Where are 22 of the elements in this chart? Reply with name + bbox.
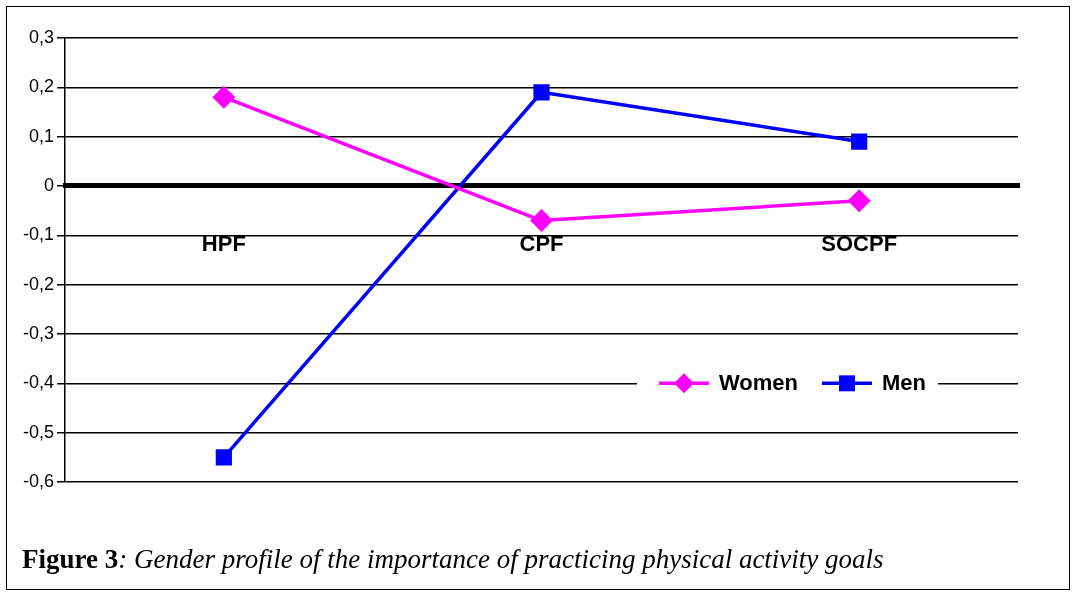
x-tick-label: SOCPF xyxy=(821,231,898,257)
y-tick-label: 0,2 xyxy=(28,76,55,97)
y-tick-label: -0,3 xyxy=(22,322,55,343)
point xyxy=(533,84,550,101)
point xyxy=(530,209,553,232)
x-tick-label: HPF xyxy=(201,231,246,257)
legend-label: Men xyxy=(882,370,926,396)
y-tick-label: -0,6 xyxy=(22,470,55,491)
y-tick-label: -0,1 xyxy=(22,224,55,245)
legend-label: Women xyxy=(718,370,799,396)
point xyxy=(215,449,232,466)
text: Figure 3: Gender profile of the importance of practicing physical activity goals xyxy=(22,544,884,575)
point xyxy=(848,190,870,212)
y-tick-label: 0 xyxy=(44,174,55,195)
y-tick-label: 0,1 xyxy=(28,125,55,146)
x-tick-label: CPF xyxy=(519,231,564,257)
point xyxy=(851,133,868,150)
y-tick-label: -0,4 xyxy=(22,372,55,393)
y-tick-label: 0,3 xyxy=(28,26,55,47)
y-tick-label: -0,5 xyxy=(22,421,55,442)
point xyxy=(213,86,235,108)
y-tick-label: -0,2 xyxy=(22,273,55,294)
